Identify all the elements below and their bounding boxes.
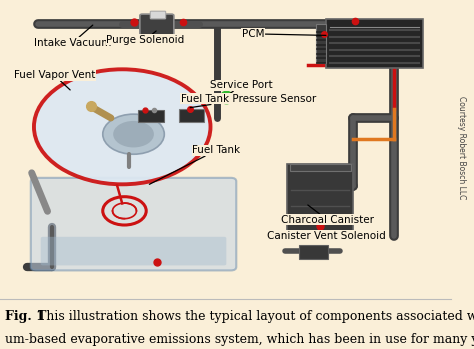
Text: PCM: PCM [242,29,326,39]
Text: Service Port: Service Port [210,81,273,94]
Text: Courtesy Robert Bosch LLC: Courtesy Robert Bosch LLC [457,96,466,199]
FancyBboxPatch shape [326,19,423,68]
FancyBboxPatch shape [138,110,164,122]
Text: Charcoal Canister: Charcoal Canister [281,205,374,225]
FancyBboxPatch shape [140,14,174,36]
FancyBboxPatch shape [299,245,328,259]
FancyBboxPatch shape [179,109,204,121]
FancyBboxPatch shape [150,11,166,19]
FancyBboxPatch shape [41,237,226,265]
Text: This illustration shows the typical layout of components associated with Ford’s : This illustration shows the typical layo… [38,310,474,323]
Text: Intake Vacuum: Intake Vacuum [34,25,111,48]
Text: Fuel Tank Pressure Sensor: Fuel Tank Pressure Sensor [181,94,316,107]
Text: um-based evaporative emissions system, which has been in use for many years.: um-based evaporative emissions system, w… [5,333,474,346]
Circle shape [103,114,164,154]
FancyBboxPatch shape [31,178,237,270]
FancyBboxPatch shape [290,164,351,171]
FancyBboxPatch shape [287,164,353,231]
FancyBboxPatch shape [316,24,326,64]
Text: Fuel Vapor Vent: Fuel Vapor Vent [14,70,95,90]
Circle shape [113,121,154,148]
Text: Fig. 1: Fig. 1 [5,310,46,323]
FancyBboxPatch shape [282,231,358,240]
Text: Fuel Tank: Fuel Tank [149,145,240,184]
Text: Canister Vent Solenoid: Canister Vent Solenoid [267,231,386,241]
Circle shape [34,69,210,184]
Text: Purge Solenoid: Purge Solenoid [106,31,185,45]
